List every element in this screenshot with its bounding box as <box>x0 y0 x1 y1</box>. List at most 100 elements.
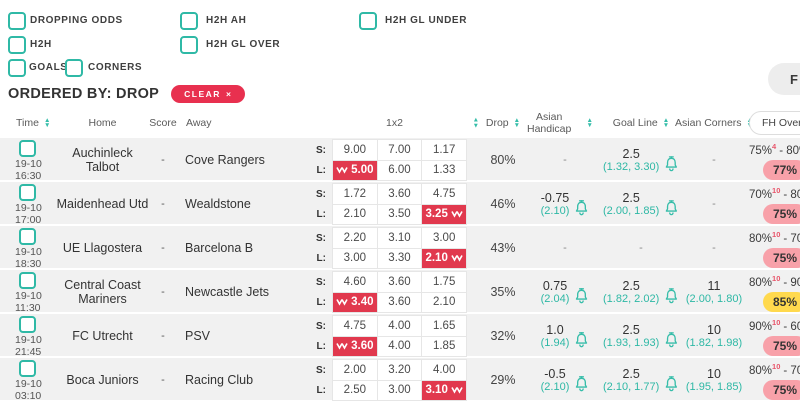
away-team: Barcelona B <box>185 240 254 255</box>
table-row: 19-10 03:10 Boca Juniors - Racing Club S… <box>0 358 800 402</box>
column-header-score: Score <box>149 117 177 129</box>
checkbox-goals[interactable] <box>8 59 26 77</box>
goal-line-cell: 2.5 (1.32, 3.30) <box>603 138 679 182</box>
match-date: 19-10 <box>15 246 42 258</box>
sort-icon[interactable]: ▲▼ <box>43 116 51 129</box>
row-checkbox[interactable] <box>19 228 36 245</box>
odds-cell: 1.85 <box>422 336 466 356</box>
fh-percentage-badge: 75% <box>763 379 800 400</box>
fh-over-cell: 80%10- 90% 85% <box>749 270 800 314</box>
match-date: 19-10 <box>15 290 42 302</box>
column-header-asian-corners: Asian Corners ▲▼ <box>675 117 753 129</box>
column-header-home: Home <box>88 117 117 129</box>
bell-icon[interactable] <box>574 199 589 216</box>
clear-button-label: CLEAR <box>184 89 221 99</box>
odds-table: Time ▲ ▼ Home Score Away 1x2 ▲ ▼ Drop ▲ ▼ A… <box>0 108 800 402</box>
drop-percentage: 35% <box>490 285 516 299</box>
bell-icon[interactable] <box>664 375 679 392</box>
corner-button-label: F <box>790 71 798 87</box>
odds-row-labels: S: L: <box>316 276 326 308</box>
odds-cell: 7.00 <box>377 140 422 160</box>
odds-row-labels: S: L: <box>316 144 326 176</box>
row-checkbox[interactable] <box>19 316 36 333</box>
checkbox-dropping-odds[interactable] <box>8 12 26 30</box>
filter-panel: DROPPING ODDS H2H GOALS CORNERS H2H AH H… <box>0 0 800 95</box>
filter-label-dropping-odds: DROPPING ODDS <box>30 15 123 26</box>
match-time-cell: 19-10 21:45 <box>0 314 55 358</box>
match-time-cell: 19-10 03:10 <box>0 358 55 402</box>
goal-line-cell: 2.5 (2.10, 1.77) <box>603 358 679 402</box>
goal-line-cell: 2.5 (1.93, 1.93) <box>603 314 679 358</box>
home-team: Auchinleck Talbot <box>72 145 133 174</box>
asian-corners-cell: - <box>712 242 716 254</box>
sort-icon[interactable]: ▲▼ <box>472 116 479 129</box>
corner-button[interactable]: F <box>768 63 800 95</box>
bell-icon[interactable] <box>574 287 589 304</box>
checkbox-h2h-gl-over[interactable] <box>180 36 198 54</box>
asian-corners-cell: - <box>712 198 716 210</box>
bell-icon[interactable] <box>664 155 679 172</box>
match-date: 19-10 <box>15 202 42 214</box>
column-header-time: Time ▲ ▼ <box>16 116 51 129</box>
drop-percentage: 46% <box>490 197 516 211</box>
table-row: 19-10 18:30 UE Llagostera - Barcelona B … <box>0 226 800 270</box>
fh-percentage-badge: 85% <box>763 291 800 312</box>
bell-icon[interactable] <box>664 287 679 304</box>
match-time-cell: 19-10 16:30 <box>0 138 55 182</box>
asian-corners-cell: 11 (2.00, 1.80) <box>685 278 743 305</box>
double-chevron-down-icon <box>451 255 463 262</box>
match-time-cell: 19-10 11:30 <box>0 270 55 314</box>
row-checkbox[interactable] <box>19 272 36 289</box>
match-date: 19-10 <box>15 334 42 346</box>
column-header-1x2: 1x2 ▲ ▼ <box>386 116 479 129</box>
double-chevron-down-icon <box>336 343 348 350</box>
away-team: PSV <box>185 328 211 343</box>
fh-over-selector[interactable]: FH Over0.5 <box>749 111 800 135</box>
odds-cell: 1.72 <box>333 184 377 204</box>
filter-label-h2h-ah: H2H AH <box>206 15 247 26</box>
sort-icon[interactable]: ▲▼ <box>513 116 521 129</box>
dropped-odds-cell: 3.60 <box>333 336 377 356</box>
home-team: Maidenhead Utd <box>56 196 149 211</box>
checkbox-h2h-ah[interactable] <box>180 12 198 30</box>
bell-icon[interactable] <box>664 331 679 348</box>
match-score: - <box>161 286 165 298</box>
double-chevron-down-icon <box>451 387 463 394</box>
row-checkbox[interactable] <box>19 140 36 157</box>
bell-icon[interactable] <box>664 199 679 216</box>
fh-percentage-badge: 75% <box>763 203 800 224</box>
close-icon: × <box>225 89 233 99</box>
checkbox-corners[interactable] <box>65 59 83 77</box>
odds-cell: 4.00 <box>377 336 422 356</box>
row-checkbox[interactable] <box>19 184 36 201</box>
bell-icon[interactable] <box>574 375 589 392</box>
fh-percentage-badge: 77% <box>763 159 800 180</box>
bell-icon[interactable] <box>574 331 589 348</box>
filter-label-h2h-gl-under: H2H GL UNDER <box>385 15 468 26</box>
match-time: 21:45 <box>15 346 42 358</box>
match-time-cell: 19-10 17:00 <box>0 182 55 226</box>
goal-line-cell: 2.5 (2.00, 1.85) <box>603 182 679 226</box>
double-chevron-down-icon <box>336 167 348 174</box>
sort-icon[interactable]: ▲▼ <box>586 116 593 129</box>
match-date: 19-10 <box>15 378 42 390</box>
table-row: 19-10 17:00 Maidenhead Utd - Wealdstone … <box>0 182 800 226</box>
checkbox-h2h-gl-under[interactable] <box>359 12 377 30</box>
home-team: Boca Juniors <box>66 372 139 387</box>
odds-cell: 3.60 <box>377 272 422 292</box>
clear-button[interactable]: CLEAR × <box>171 85 246 103</box>
1x2-odds-block: 9.00 7.00 1.17 5.00 6.00 1.33 <box>332 139 467 181</box>
odds-cell: 1.17 <box>422 140 466 160</box>
odds-cell: 2.20 <box>333 228 377 248</box>
odds-row-labels: S: L: <box>316 320 326 352</box>
odds-cell: 2.00 <box>333 360 377 380</box>
column-header-fh-over: FH Over0.5 <box>749 111 800 135</box>
1x2-odds-block: 2.20 3.10 3.00 3.00 3.30 2.10 <box>332 227 467 269</box>
odds-cell: 4.00 <box>377 316 422 336</box>
row-checkbox[interactable] <box>19 360 36 377</box>
odds-cell: 3.00 <box>333 248 377 268</box>
match-score: - <box>161 154 165 166</box>
odds-cell: 1.65 <box>422 316 466 336</box>
sort-icon[interactable]: ▲▼ <box>662 116 670 129</box>
checkbox-h2h[interactable] <box>8 36 26 54</box>
